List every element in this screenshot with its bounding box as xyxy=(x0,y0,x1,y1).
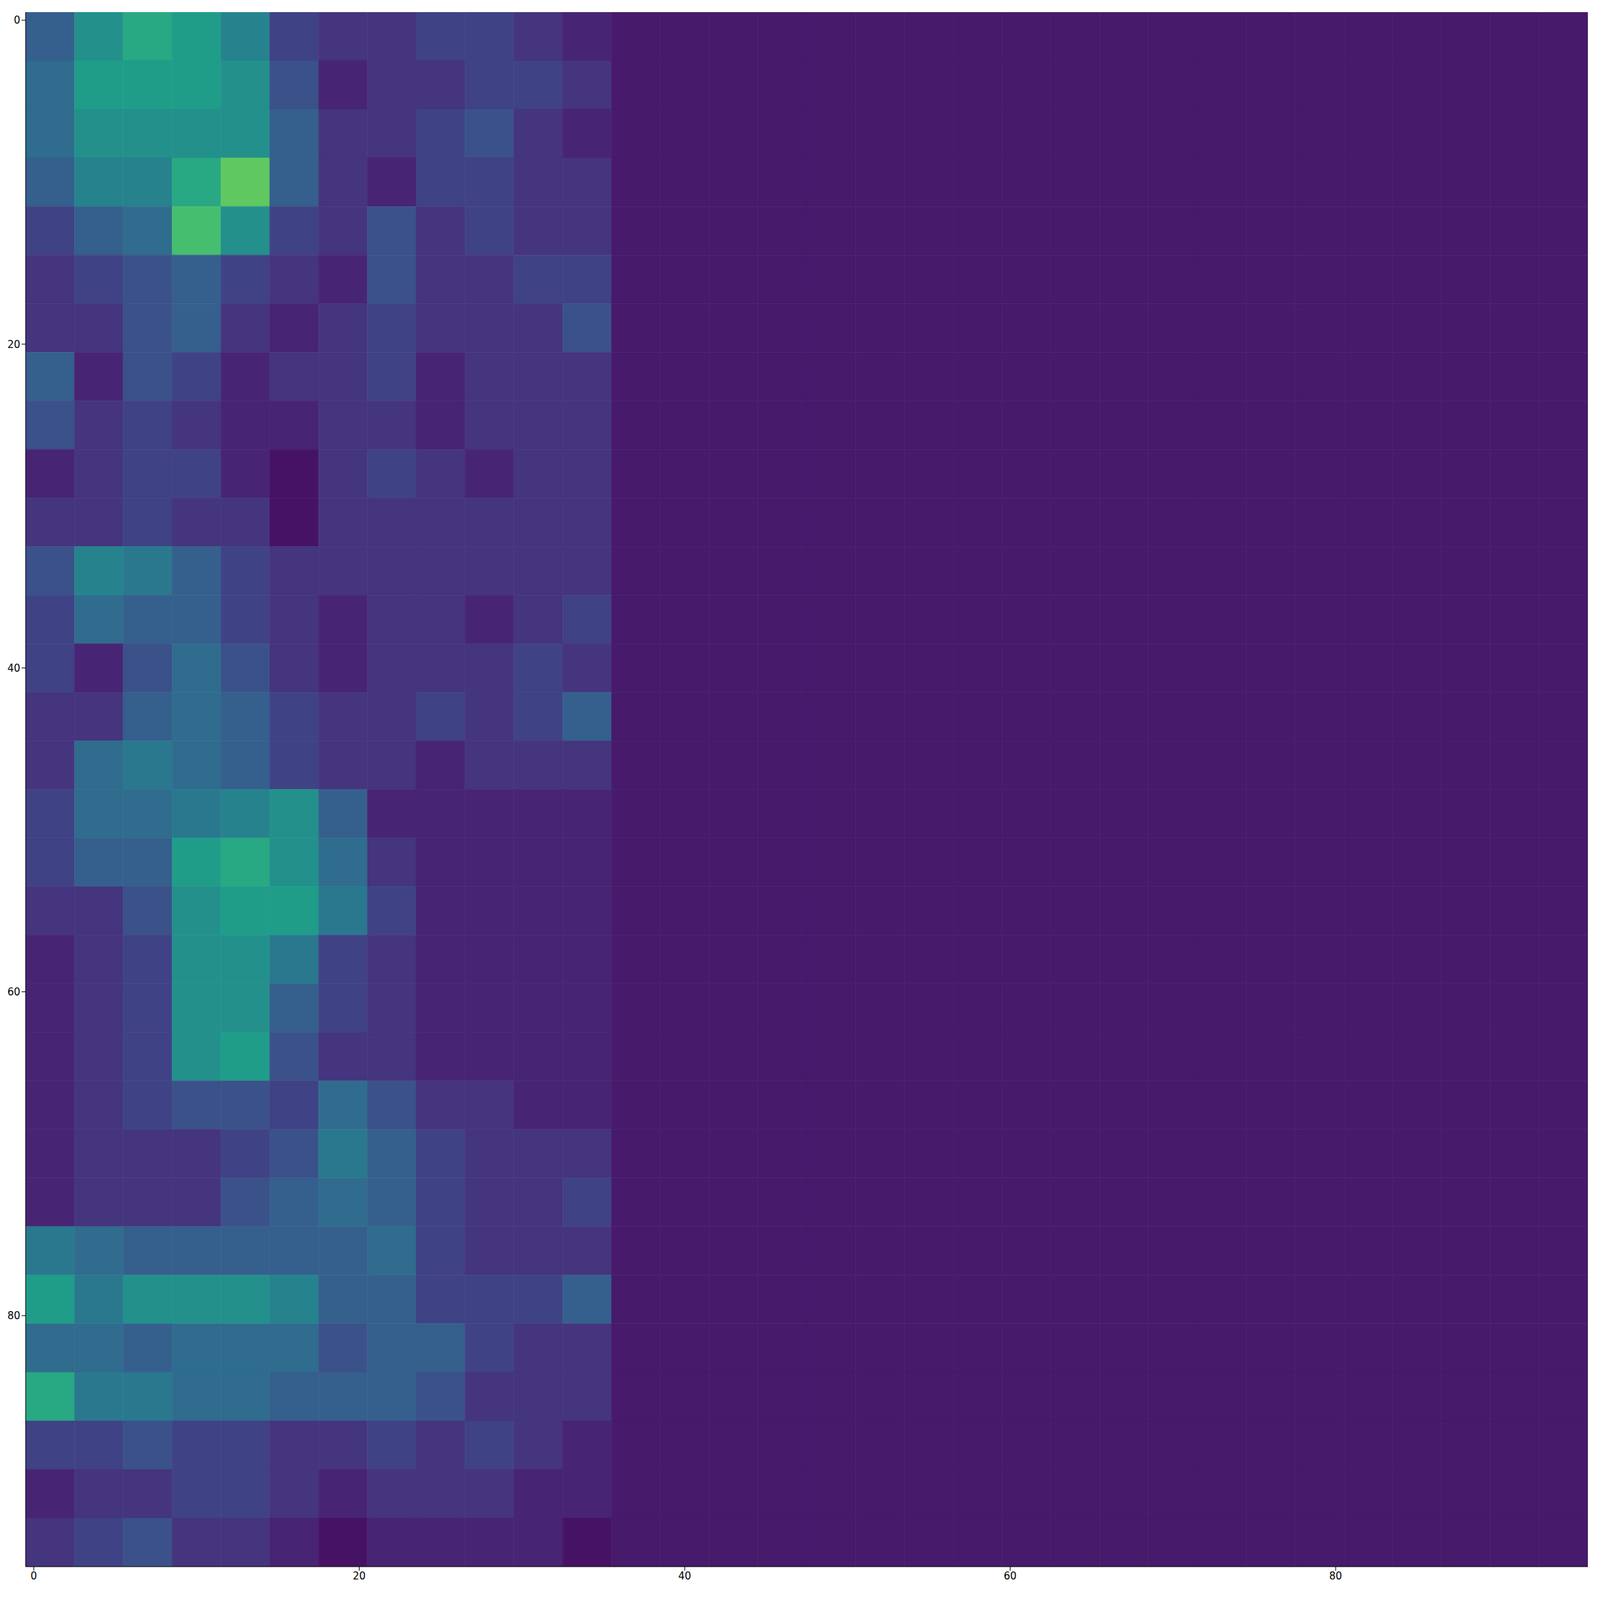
svg-text:40: 40 xyxy=(7,662,21,675)
svg-text:60: 60 xyxy=(1003,1570,1017,1583)
svg-text:80: 80 xyxy=(1329,1570,1343,1583)
svg-text:20: 20 xyxy=(7,338,21,351)
svg-text:60: 60 xyxy=(7,986,21,999)
svg-text:0: 0 xyxy=(30,1570,38,1583)
svg-text:40: 40 xyxy=(678,1570,692,1583)
svg-text:20: 20 xyxy=(352,1570,366,1583)
svg-text:80: 80 xyxy=(7,1309,21,1323)
svg-text:0: 0 xyxy=(13,14,21,27)
